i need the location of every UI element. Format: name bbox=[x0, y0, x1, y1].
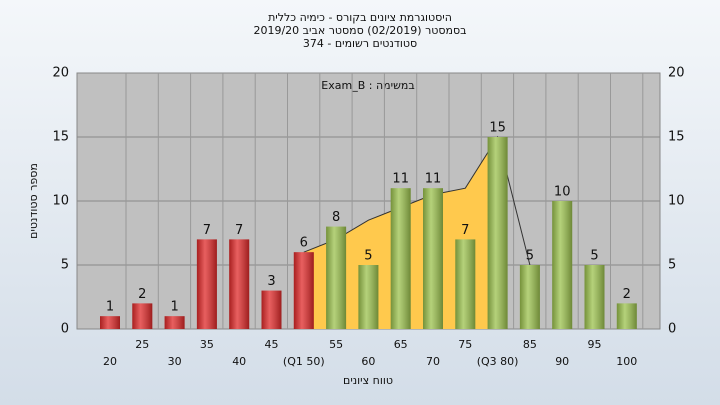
x-tick-label: 35 bbox=[200, 338, 214, 351]
x-tick-label: 95 bbox=[588, 338, 602, 351]
value-label: 7 bbox=[235, 223, 243, 238]
bar-shade bbox=[584, 265, 605, 329]
y-tick-label: 5 bbox=[61, 258, 69, 273]
value-label: 7 bbox=[461, 223, 469, 238]
value-label: 1 bbox=[106, 300, 114, 315]
bar-shade bbox=[261, 290, 282, 329]
bar-shade bbox=[390, 188, 411, 329]
x-tick-label: (Q3 80) bbox=[477, 355, 519, 368]
y-axis-label: מספר סטודנטים bbox=[27, 163, 40, 239]
bar-shade bbox=[196, 239, 217, 329]
value-label: 11 bbox=[392, 172, 409, 187]
x-tick-label: 70 bbox=[426, 355, 440, 368]
x-tick-label: 20 bbox=[103, 355, 117, 368]
bar-shade bbox=[164, 316, 185, 329]
value-label: 5 bbox=[590, 249, 598, 264]
value-label: 5 bbox=[526, 249, 534, 264]
bar-shade bbox=[293, 252, 314, 329]
x-axis-label: טווח ציונים bbox=[343, 374, 393, 387]
y-tick-label: 10 bbox=[52, 194, 69, 209]
bar-shade bbox=[358, 265, 379, 329]
bar-shade bbox=[423, 188, 443, 329]
bar-shade bbox=[229, 239, 250, 329]
value-label: 3 bbox=[267, 274, 275, 289]
y-tick-label: 20 bbox=[52, 66, 69, 81]
bar-shade bbox=[616, 303, 637, 329]
x-tick-label: 75 bbox=[458, 338, 472, 351]
x-tick-label: 55 bbox=[329, 338, 343, 351]
bar-shade bbox=[519, 265, 540, 329]
value-label: 2 bbox=[138, 287, 146, 302]
value-label: 7 bbox=[203, 223, 211, 238]
value-label: 2 bbox=[623, 287, 631, 302]
bar-shade bbox=[552, 201, 573, 329]
annotation: במשימה : Exam_B bbox=[321, 79, 414, 92]
x-tick-label: 30 bbox=[168, 355, 182, 368]
value-label: 5 bbox=[364, 249, 372, 264]
value-label: 1 bbox=[170, 300, 178, 315]
x-tick-label: 65 bbox=[394, 338, 408, 351]
bar-shade bbox=[487, 137, 508, 329]
y-tick-label: 15 bbox=[52, 130, 69, 145]
x-tick-label: (Q1 50) bbox=[283, 355, 325, 368]
y-tick-label: 0 bbox=[668, 322, 676, 337]
y-tick-label: 5 bbox=[668, 258, 676, 273]
value-label: 11 bbox=[425, 172, 442, 187]
bar-shade bbox=[132, 303, 153, 329]
y-tick-label: 0 bbox=[61, 322, 69, 337]
x-tick-label: 45 bbox=[265, 338, 279, 351]
y-tick-label: 20 bbox=[668, 66, 685, 81]
value-label: 15 bbox=[489, 121, 506, 136]
value-label: 10 bbox=[554, 185, 571, 200]
x-tick-label: 90 bbox=[555, 355, 569, 368]
x-tick-label: 25 bbox=[135, 338, 149, 351]
x-tick-label: 85 bbox=[523, 338, 537, 351]
chart-subtitle: בסמסטר (02/2019) סמסטר אביב 2019/20 bbox=[253, 24, 466, 37]
x-tick-label: 60 bbox=[361, 355, 375, 368]
value-label: 6 bbox=[300, 236, 308, 251]
value-label: 8 bbox=[332, 210, 340, 225]
chart-subtitle: סטודנטים רשומים - 374 bbox=[303, 37, 417, 50]
bar-shade bbox=[326, 226, 347, 329]
x-tick-label: 100 bbox=[616, 355, 637, 368]
x-tick-label: 40 bbox=[232, 355, 246, 368]
bar-shade bbox=[455, 239, 476, 329]
chart-title: היסטוגרמת ציונים בקורס - כימיה כללית bbox=[268, 11, 452, 24]
bar-shade bbox=[100, 316, 120, 329]
y-tick-label: 10 bbox=[668, 194, 685, 209]
y-tick-label: 15 bbox=[668, 130, 685, 145]
